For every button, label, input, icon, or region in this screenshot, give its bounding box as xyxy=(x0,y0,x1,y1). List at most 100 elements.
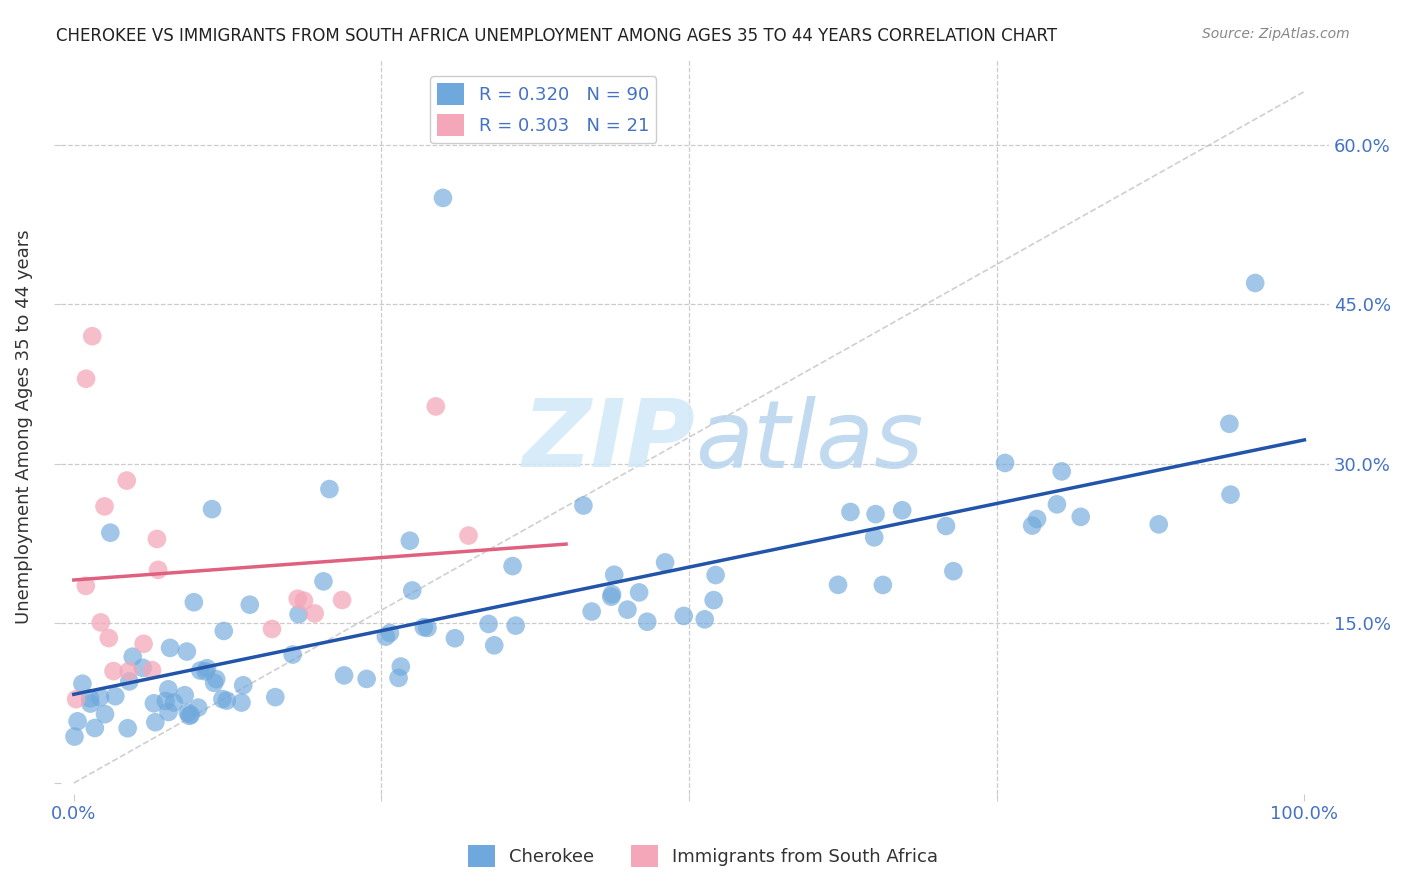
Cherokee xyxy=(318,482,340,496)
Cherokee xyxy=(83,721,105,735)
Cherokee xyxy=(398,533,420,548)
Cherokee xyxy=(89,690,111,705)
Cherokee xyxy=(179,709,201,723)
Cherokee xyxy=(63,730,86,744)
Legend: Cherokee, Immigrants from South Africa: Cherokee, Immigrants from South Africa xyxy=(461,838,945,874)
Cherokee xyxy=(195,661,218,675)
Cherokee xyxy=(432,191,454,205)
Cherokee xyxy=(387,671,409,685)
Cherokee xyxy=(131,661,153,675)
Cherokee xyxy=(891,503,914,517)
Cherokee xyxy=(79,697,101,711)
Cherokee xyxy=(616,602,638,616)
Cherokee xyxy=(287,607,309,622)
Cherokee xyxy=(188,664,211,678)
Cherokee xyxy=(628,585,651,599)
Cherokee xyxy=(66,714,89,729)
Cherokee xyxy=(173,688,195,702)
Cherokee xyxy=(389,659,412,673)
Cherokee xyxy=(163,696,186,710)
Immigrants from South Africa xyxy=(118,664,141,678)
Cherokee xyxy=(104,690,127,704)
Cherokee xyxy=(942,564,965,578)
Cherokee xyxy=(211,692,233,706)
Cherokee xyxy=(863,530,886,544)
Immigrants from South Africa xyxy=(82,329,104,343)
Text: atlas: atlas xyxy=(695,396,924,487)
Cherokee xyxy=(603,567,626,582)
Cherokee xyxy=(572,499,595,513)
Cherokee xyxy=(1046,497,1069,511)
Cherokee xyxy=(1218,417,1240,431)
Immigrants from South Africa xyxy=(75,372,97,386)
Cherokee xyxy=(157,705,180,719)
Cherokee xyxy=(142,696,165,710)
Immigrants from South Africa xyxy=(304,607,326,621)
Cherokee xyxy=(704,568,727,582)
Cherokee xyxy=(636,615,658,629)
Immigrants from South Africa xyxy=(141,663,163,677)
Immigrants from South Africa xyxy=(260,622,283,636)
Cherokee xyxy=(1050,464,1073,478)
Cherokee xyxy=(416,621,439,635)
Y-axis label: Unemployment Among Ages 35 to 44 years: Unemployment Among Ages 35 to 44 years xyxy=(15,229,32,624)
Cherokee xyxy=(177,706,200,720)
Immigrants from South Africa xyxy=(146,532,169,546)
Cherokee xyxy=(117,721,139,735)
Cherokee xyxy=(865,507,887,521)
Cherokee xyxy=(72,677,94,691)
Cherokee xyxy=(202,676,225,690)
Immigrants from South Africa xyxy=(292,593,315,607)
Cherokee xyxy=(374,630,396,644)
Cherokee xyxy=(1219,487,1241,501)
Cherokee xyxy=(98,525,121,540)
Cherokee xyxy=(600,587,623,601)
Immigrants from South Africa xyxy=(287,591,309,606)
Cherokee xyxy=(215,693,238,707)
Cherokee xyxy=(1147,517,1170,532)
Cherokee xyxy=(264,690,287,705)
Text: ZIP: ZIP xyxy=(523,395,695,487)
Immigrants from South Africa xyxy=(103,664,125,678)
Cherokee xyxy=(703,593,725,607)
Cherokee xyxy=(212,624,235,638)
Cherokee xyxy=(839,505,862,519)
Cherokee xyxy=(201,502,224,516)
Cherokee xyxy=(1244,276,1267,290)
Cherokee xyxy=(356,672,378,686)
Cherokee xyxy=(143,715,166,730)
Cherokee xyxy=(502,559,524,574)
Cherokee xyxy=(444,632,467,646)
Cherokee xyxy=(155,694,177,708)
Cherokee xyxy=(654,555,676,569)
Immigrants from South Africa xyxy=(75,579,97,593)
Cherokee xyxy=(205,672,228,686)
Immigrants from South Africa xyxy=(146,563,169,577)
Cherokee xyxy=(333,668,356,682)
Cherokee xyxy=(478,617,501,632)
Cherokee xyxy=(505,618,527,632)
Cherokee xyxy=(159,640,181,655)
Cherokee xyxy=(187,700,209,714)
Immigrants from South Africa xyxy=(115,474,138,488)
Cherokee xyxy=(994,456,1017,470)
Cherokee xyxy=(935,519,957,533)
Cherokee xyxy=(118,674,141,689)
Cherokee xyxy=(672,608,695,623)
Cherokee xyxy=(484,638,506,652)
Cherokee xyxy=(183,595,205,609)
Cherokee xyxy=(94,707,117,722)
Cherokee xyxy=(232,678,254,692)
Immigrants from South Africa xyxy=(457,528,479,542)
Immigrants from South Africa xyxy=(132,637,155,651)
Text: CHEROKEE VS IMMIGRANTS FROM SOUTH AFRICA UNEMPLOYMENT AMONG AGES 35 TO 44 YEARS : CHEROKEE VS IMMIGRANTS FROM SOUTH AFRICA… xyxy=(56,27,1057,45)
Cherokee xyxy=(121,649,143,664)
Cherokee xyxy=(176,644,198,658)
Cherokee xyxy=(239,598,262,612)
Cherokee xyxy=(693,612,716,626)
Immigrants from South Africa xyxy=(97,631,120,645)
Cherokee xyxy=(79,691,101,706)
Immigrants from South Africa xyxy=(90,615,112,630)
Legend: R = 0.320   N = 90, R = 0.303   N = 21: R = 0.320 N = 90, R = 0.303 N = 21 xyxy=(430,76,657,144)
Cherokee xyxy=(1070,509,1092,524)
